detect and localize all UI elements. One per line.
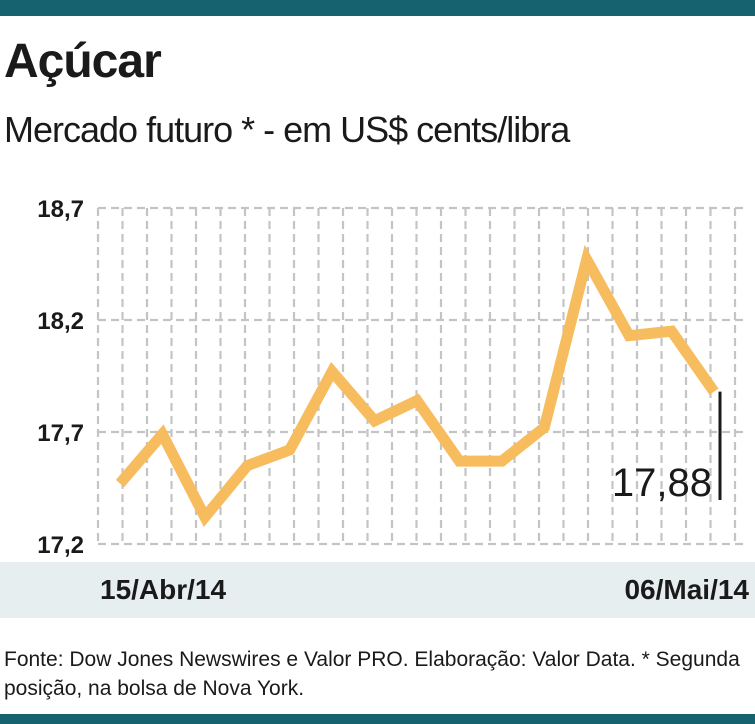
y-tick-label: 18,7 [37,196,84,223]
bottom-accent-bar [0,714,755,724]
top-accent-bar [0,0,755,16]
last-value-label: 17,88 [612,461,712,505]
chart-title: Açúcar [4,35,162,88]
y-tick-label: 18,2 [37,308,84,335]
x-axis-start-label: 15/Abr/14 [100,574,227,605]
source-note: Fonte: Dow Jones Newswires e Valor PRO. … [4,648,740,700]
x-axis-end-label: 06/Mai/14 [624,574,749,605]
chart-subtitle: Mercado futuro * - em US$ cents/libra [4,109,570,150]
y-tick-label: 17,7 [37,420,84,447]
x-axis-band [0,562,755,618]
y-tick-label: 17,2 [37,532,84,559]
series-line [115,244,719,528]
line-chart: 17,2 17,7 18,2 18,7 17,88 [37,196,744,559]
